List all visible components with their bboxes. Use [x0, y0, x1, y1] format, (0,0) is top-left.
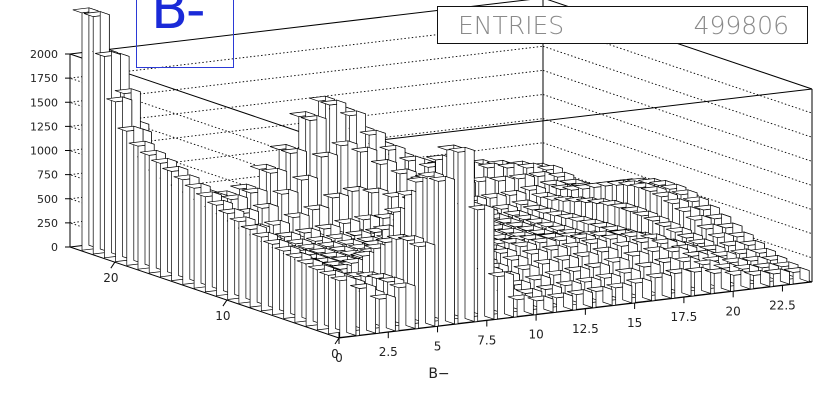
x-tick-label: 2.5 [379, 345, 398, 359]
lego-bar [409, 241, 436, 329]
bar-side [346, 275, 357, 336]
bar-side [760, 270, 771, 287]
bar-side [582, 289, 593, 308]
bar-side [366, 283, 376, 334]
z-tick-label: 0 [51, 241, 58, 254]
bar-side [563, 292, 574, 311]
bar-side [484, 204, 495, 320]
z-gridline [69, 69, 544, 127]
lego-bar [488, 271, 514, 320]
y-tick [110, 261, 116, 269]
stats-entries-label: ENTRIES [458, 11, 565, 40]
bar-side [799, 267, 810, 283]
lego-bar [527, 295, 554, 315]
bar-side [464, 146, 475, 322]
bar-side [622, 282, 633, 304]
y-tick [222, 299, 228, 307]
bar-side [701, 266, 712, 294]
z-gridline [69, 125, 340, 218]
stats-entries-value: 499806 [693, 11, 789, 40]
z-tick-label: 1000 [30, 145, 58, 158]
plot-title: B- [151, 0, 206, 41]
bar-side [602, 286, 613, 306]
y-tick [334, 337, 340, 345]
title-box: B- [136, 0, 234, 68]
lego-bar [744, 270, 771, 289]
x-tick-label: 5 [434, 339, 442, 353]
lego-bar [685, 266, 712, 296]
lego-bar [448, 146, 475, 324]
frame-top-edge [338, 88, 813, 146]
lego-bar [369, 293, 396, 334]
bar-side [405, 282, 416, 329]
z-tick-label: 2000 [30, 48, 58, 61]
bar-side [720, 268, 731, 292]
z-tick-label: 750 [37, 169, 58, 182]
bar-side [740, 269, 751, 290]
lego-bar [665, 268, 692, 299]
lego-bar [586, 286, 613, 308]
y-tick-label: 20 [103, 271, 118, 285]
y-tick-label: 10 [215, 309, 230, 323]
bar-side [444, 175, 455, 325]
z-tick-label: 1500 [30, 96, 58, 109]
z-gridline [69, 77, 340, 170]
x-tick-label: 15 [627, 316, 642, 330]
lego-bar [389, 282, 416, 331]
bar-side [385, 293, 396, 332]
stats-box: ENTRIES 499806 [437, 6, 808, 44]
lego-bar [626, 277, 652, 303]
z-gridline [542, 45, 813, 138]
z-gridline [542, 69, 813, 162]
lego-bar [645, 272, 672, 301]
z-gridline [69, 45, 544, 103]
lego-bar [704, 268, 731, 294]
lego-bar [350, 283, 376, 336]
x-tick-label: 20 [726, 304, 741, 318]
lego-bar [606, 282, 633, 306]
x-tick-label: 17.5 [671, 310, 698, 324]
z-gridline [542, 118, 813, 211]
z-tick-label: 1750 [30, 72, 58, 85]
z-tick-label: 250 [37, 217, 58, 230]
lego-bars [72, 7, 810, 338]
lego-bar [507, 294, 534, 317]
plot-axes: 0 250 500 750 1000 1250 1500 1750 2000 0 2.5 5 7.5 10… [30, 48, 796, 382]
bar-side [642, 277, 652, 301]
bar-side [504, 271, 514, 318]
bar-side [779, 268, 790, 285]
x-tick-label: 7.5 [477, 334, 496, 348]
x-tick-label: 10 [528, 328, 543, 342]
y-tick-label: 0 [331, 347, 339, 361]
bar-side [425, 241, 436, 327]
bar-side [681, 268, 692, 297]
lego-bar [724, 269, 751, 292]
z-tick-label: 500 [37, 193, 58, 206]
bar-side [523, 294, 534, 315]
lego-bar [330, 275, 357, 338]
lego-bar [547, 292, 574, 313]
x-axis-title: B− [428, 366, 449, 382]
z-gridline [542, 94, 813, 186]
bar-side [661, 272, 672, 299]
x-tick-label: 12.5 [572, 322, 599, 336]
lego-bar [468, 204, 495, 322]
z-gridline [542, 21, 813, 114]
x-tick-label: 22.5 [769, 299, 796, 313]
lego-bar [566, 289, 593, 310]
z-gridline [69, 101, 340, 194]
bar-side [543, 295, 554, 313]
lego-bar [783, 267, 810, 285]
x-tick-label: 0 [335, 351, 343, 365]
lego-bar [764, 268, 790, 287]
z-tick-label: 1250 [30, 120, 58, 133]
lego-bar [428, 175, 455, 327]
